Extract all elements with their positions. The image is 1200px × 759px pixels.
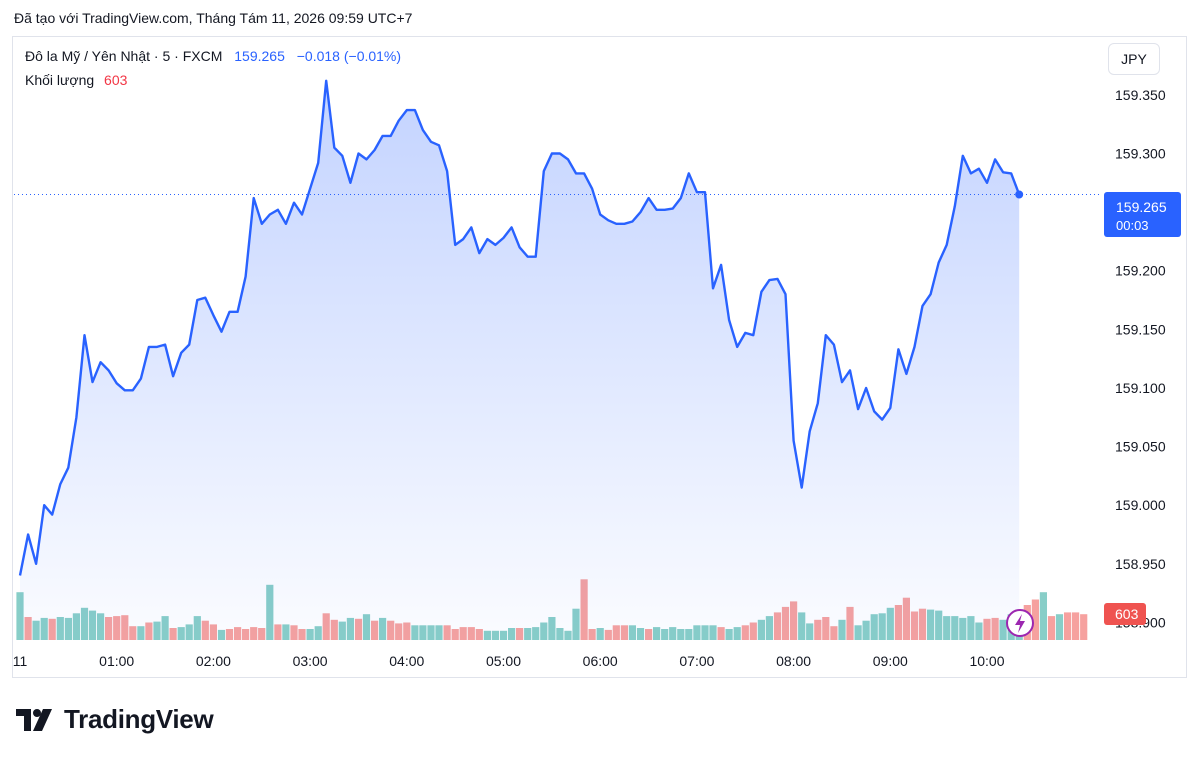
volume-bar	[1039, 592, 1047, 640]
time-tick-label: 07:00	[679, 653, 714, 669]
time-tick-label: 01:00	[99, 653, 134, 669]
price-tick-label: 159.150	[1115, 321, 1166, 337]
chart-frame	[12, 36, 1187, 678]
price-tick-label: 159.350	[1115, 87, 1166, 103]
time-tick-label: 05:00	[486, 653, 521, 669]
volume-bar	[1047, 616, 1056, 640]
price-tag-countdown: 00:03	[1116, 218, 1149, 233]
tradingview-wordmark: TradingView	[64, 704, 214, 734]
last-price-dot	[1015, 190, 1024, 199]
symbol-title[interactable]: Đô la Mỹ / Yên Nhật · 5 · FXCM	[25, 48, 223, 64]
price-line	[18, 79, 1021, 576]
price-area	[20, 80, 1020, 641]
currency-button[interactable]: JPY	[1108, 43, 1160, 75]
volume-bar	[1072, 612, 1080, 640]
price-tick-label: 159.200	[1115, 263, 1166, 279]
price-tick-label: 158.950	[1115, 556, 1166, 572]
price-tick-label: 159.000	[1115, 497, 1166, 513]
volume-bar	[1055, 614, 1064, 640]
bolt-button[interactable]	[1006, 609, 1034, 637]
price-tick-label: 159.050	[1115, 439, 1166, 455]
legend-price: 159.265	[234, 48, 285, 64]
time-tick-label: 10:00	[969, 653, 1004, 669]
time-tick-label: 06:00	[583, 653, 618, 669]
time-tick-label: 02:00	[196, 653, 231, 669]
volume-legend[interactable]: Khối lượng 603	[25, 72, 127, 88]
time-tick-label: 03:00	[293, 653, 328, 669]
price-tick-label: 159.100	[1115, 380, 1166, 396]
time-tick-label: 11	[13, 653, 28, 669]
volume-tag-value: 603	[1115, 606, 1139, 622]
volume-label: Khối lượng	[25, 72, 95, 88]
volume-bar	[1064, 612, 1072, 640]
currency-label: JPY	[1121, 51, 1147, 67]
volume-bar	[1080, 614, 1088, 640]
price-tag-value: 159.265	[1116, 199, 1167, 215]
chart-caption: Đã tạo với TradingView.com, Tháng Tám 11…	[14, 10, 413, 26]
volume-bar	[1031, 599, 1039, 640]
lightning-icon	[1015, 614, 1025, 633]
symbol-legend[interactable]: Đô la Mỹ / Yên Nhật · 5 · FXCM 159.265 −…	[25, 48, 401, 64]
legend-change: −0.018 (−0.01%)	[296, 48, 402, 64]
time-axis[interactable]: 11 01:00 02:00 03:00 04:00 05:00 06:00 07:00 08:…	[13, 653, 1005, 669]
time-tick-label: 04:00	[389, 653, 424, 669]
tradingview-logo-icon	[16, 708, 52, 731]
time-tick-label: 09:00	[873, 653, 908, 669]
volume-value: 603	[104, 72, 128, 88]
price-tag: 159.265 00:03	[1104, 192, 1181, 237]
price-tick-label: 159.300	[1115, 146, 1166, 162]
tradingview-brand[interactable]: TradingView	[16, 704, 214, 735]
time-tick-label: 08:00	[776, 653, 811, 669]
volume-tag: 603	[1104, 603, 1146, 625]
price-axis[interactable]: 159.350159.300159.250159.200159.150159.1…	[1115, 87, 1166, 631]
